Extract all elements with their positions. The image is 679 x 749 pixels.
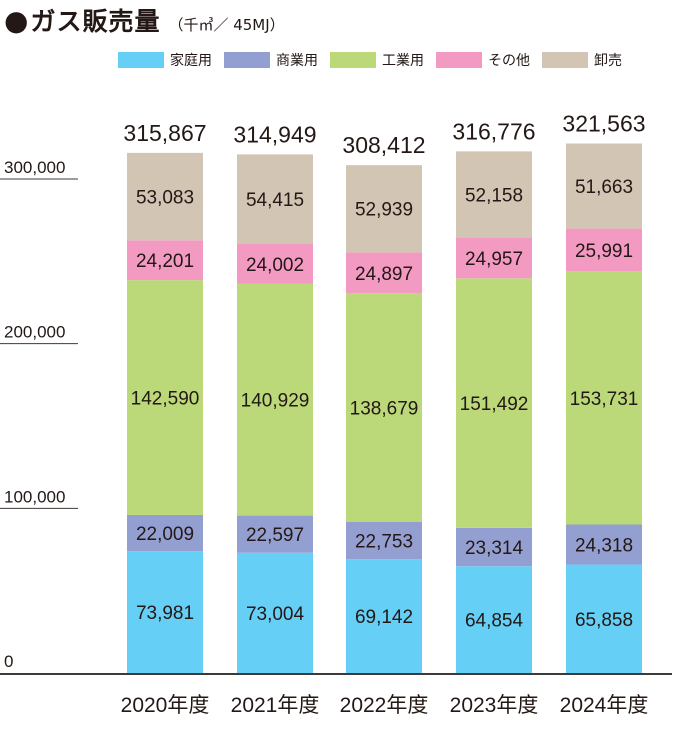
bar-segment [346,293,422,522]
bar-value-label: 151,492 [460,394,529,415]
bar-value-label: 142,590 [131,389,200,410]
y-tick-label: 100,000 [4,487,65,506]
bar-value-label: 73,981 [136,603,194,624]
x-category-label: 2021年度 [231,694,320,717]
bar-value-label: 24,897 [355,264,413,285]
bar-segment [237,515,313,553]
legend-label: 卸売 [594,53,622,69]
bar-segment [346,521,422,560]
x-category-label: 2020年度 [121,694,210,717]
bar-segment [237,552,313,673]
legend-swatch [224,52,270,68]
bar-total-label: 321,563 [562,110,645,136]
bar-segment [237,154,313,244]
legend-swatch [542,52,588,68]
y-tick-label: 300,000 [4,158,65,177]
y-tick-label: 0 [4,652,13,671]
bar-segment [127,152,203,241]
bar-segment [127,240,203,281]
legend-label: その他 [488,53,530,69]
bar-segment [566,228,642,272]
legend-swatch [436,52,482,68]
bar-segment [346,559,422,673]
bar-total-label: 315,867 [123,120,206,146]
bar-segment [456,566,532,673]
bar-segment [566,143,642,229]
bar-segment [346,252,422,294]
legend-item-4: 卸売 [542,50,622,70]
bar-value-label: 24,002 [246,255,304,276]
bar-segment [346,165,422,253]
bar-segment [456,278,532,528]
bar-value-label: 24,957 [465,249,523,270]
bar-segment [566,271,642,525]
bar-value-label: 140,929 [241,391,310,412]
legend-label: 家庭用 [170,53,212,69]
legend-item-2: 工業用 [330,50,424,70]
bar-segment [127,514,203,552]
bar-segment [456,237,532,279]
chart-unit: （千㎥／ 45MJ） [168,16,285,34]
bar-value-label: 22,009 [136,524,194,545]
bar-value-label: 24,318 [575,536,633,557]
bar-value-label: 153,731 [570,389,639,410]
bar-total-label: 316,776 [452,118,535,144]
y-tick-label: 200,000 [4,323,65,342]
x-category-label: 2022年度 [340,694,429,717]
legend-label: 商業用 [276,53,318,69]
legend-item-3: その他 [436,50,530,70]
legend-item-0: 家庭用 [118,50,212,70]
bar-value-label: 51,663 [575,177,633,198]
x-category-label: 2024年度 [560,694,649,717]
bar-value-label: 52,158 [465,185,523,206]
bar-value-label: 69,142 [355,607,413,628]
bar-value-label: 24,201 [136,251,194,272]
bar-value-label: 22,597 [246,525,304,546]
x-category-label: 2023年度 [450,694,539,717]
legend: 家庭用 商業用 工業用 その他 卸売 [118,50,634,70]
bar-value-label: 25,991 [575,241,633,262]
bar-value-label: 65,858 [575,610,633,631]
bar-value-label: 54,415 [246,190,304,211]
bar-value-label: 138,679 [350,399,419,420]
bar-segment [456,151,532,238]
bar-value-label: 64,854 [465,611,524,632]
bar-total-label: 314,949 [233,121,316,147]
bar-segment [566,564,642,673]
bar-segment [566,524,642,565]
bullet-icon: ● [4,4,29,37]
legend-swatch [330,52,376,68]
chart-title-text: ガス販売量 [30,7,161,36]
legend-item-1: 商業用 [224,50,318,70]
bar-segment [127,551,203,673]
legend-label: 工業用 [382,53,424,69]
bar-value-label: 22,753 [355,531,413,552]
bar-segment [456,527,532,567]
chart-title: ● ガス販売量 （千㎥／ 45MJ） [4,2,285,38]
bar-segment [237,283,313,516]
bar-value-label: 53,083 [136,188,194,209]
bar-segment [237,243,313,284]
bar-segment [127,280,203,515]
bar-value-label: 73,004 [246,604,305,625]
legend-swatch [118,52,164,68]
bar-total-label: 308,412 [342,132,425,158]
bar-value-label: 52,939 [355,200,413,221]
bar-value-label: 23,314 [465,538,524,559]
